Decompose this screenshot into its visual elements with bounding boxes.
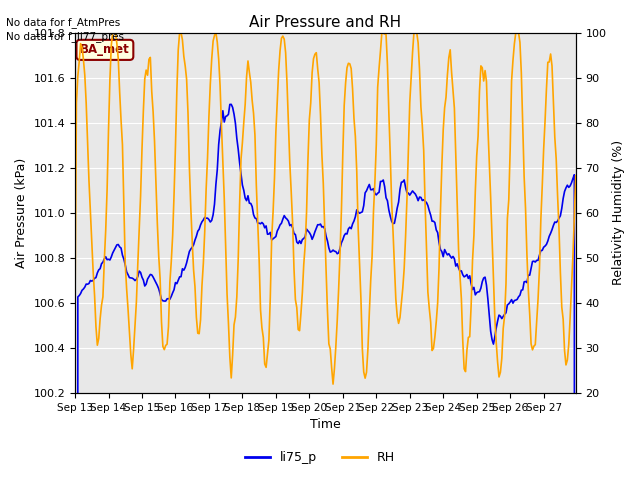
Line: RH: RH: [75, 33, 576, 384]
Legend: li75_p, RH: li75_p, RH: [240, 446, 400, 469]
li75_p: [220, 119, 228, 125]
RH: [239, 140, 246, 145]
RH: [547, 51, 554, 57]
RH: [134, 261, 141, 267]
Y-axis label: Relativity Humidity (%): Relativity Humidity (%): [612, 140, 625, 286]
RH: [109, 30, 116, 36]
li75_p: [247, 201, 255, 206]
X-axis label: Time: Time: [310, 419, 340, 432]
Y-axis label: Air Pressure (kPa): Air Pressure (kPa): [15, 158, 28, 268]
li75_p: [545, 233, 553, 239]
RH: [292, 297, 300, 302]
Title: Air Pressure and RH: Air Pressure and RH: [250, 15, 401, 30]
RH: [247, 79, 255, 85]
Line: li75_p: li75_p: [75, 104, 576, 480]
Text: No data for f_AtmPres: No data for f_AtmPres: [6, 17, 121, 28]
li75_p: [239, 182, 246, 188]
li75_p: [132, 276, 140, 282]
Text: No data for f_li77_pres: No data for f_li77_pres: [6, 31, 124, 42]
li75_p: [227, 101, 235, 107]
RH: [222, 245, 230, 251]
RH: [71, 302, 79, 308]
RH: [572, 173, 580, 179]
RH: [329, 381, 337, 387]
li75_p: [292, 232, 300, 238]
Text: BA_met: BA_met: [80, 43, 130, 56]
